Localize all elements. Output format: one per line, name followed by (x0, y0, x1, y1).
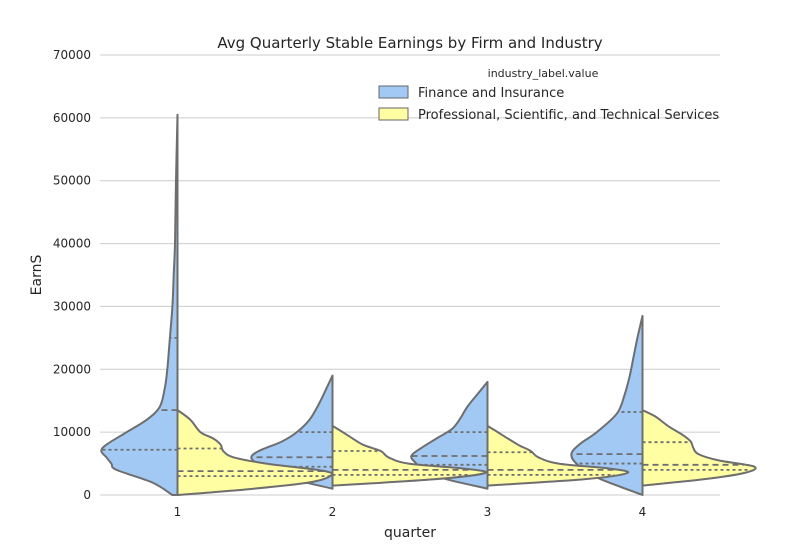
y-tick-label-10000: 10000 (53, 425, 91, 439)
legend-swatch-professional (378, 107, 409, 121)
x-tick-label-2: 2 (329, 505, 337, 519)
y-axis-label: EarnS (29, 255, 45, 296)
violin-body-professional-q4 (641, 409, 757, 487)
violin-body-finance-q1 (100, 113, 179, 496)
chart-title: Avg Quarterly Stable Earnings by Firm an… (217, 34, 602, 52)
y-tick-label-50000: 50000 (53, 174, 91, 188)
violin-professional-q4 (641, 409, 757, 487)
violin-professional-q3 (486, 424, 630, 487)
grid-lines (100, 54, 720, 496)
legend: industry_label.value Finance and Insuran… (378, 67, 719, 123)
y-tick-label-0: 0 (83, 488, 91, 502)
violins (100, 113, 757, 496)
y-tick-label-20000: 20000 (53, 362, 91, 376)
y-tick-label-60000: 60000 (53, 111, 91, 125)
y-tick-label-30000: 30000 (53, 299, 91, 313)
y-axis-ticks: 0 10000 20000 30000 40000 50000 60000 70000 (53, 48, 91, 502)
x-tick-label-3: 3 (484, 505, 492, 519)
y-tick-label-70000: 70000 (53, 48, 91, 62)
x-tick-label-4: 4 (639, 505, 647, 519)
y-tick-label-40000: 40000 (53, 237, 91, 251)
x-axis-label: quarter (384, 525, 436, 541)
legend-label-finance: Finance and Insurance (418, 86, 564, 101)
violin-professional-q2 (331, 424, 488, 487)
x-tick-label-1: 1 (174, 505, 182, 519)
violin-body-professional-q1 (176, 409, 334, 496)
legend-title: industry_label.value (488, 67, 599, 80)
violin-professional-q1 (176, 409, 334, 496)
legend-swatch-finance (378, 85, 409, 99)
x-axis-ticks: 1 2 3 4 (174, 505, 647, 519)
legend-label-professional: Professional, Scientific, and Technical … (418, 108, 719, 123)
violin-finance-q1 (100, 113, 179, 496)
